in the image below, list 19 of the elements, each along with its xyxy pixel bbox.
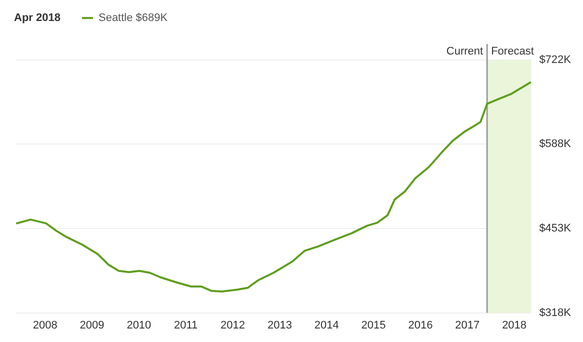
y-tick-label: $722K (539, 54, 572, 66)
y-tick-label: $318K (539, 306, 572, 319)
chart-title: Apr 2018 (14, 12, 60, 24)
band-label: Forecast (491, 46, 534, 58)
x-tick-label: 2012 (220, 319, 246, 332)
x-tick-label: 2017 (455, 319, 480, 332)
x-tick-label: 2016 (408, 319, 433, 332)
x-tick-label: 2018 (502, 319, 527, 332)
x-tick-label: 2010 (126, 319, 152, 332)
x-tick-label: 2014 (314, 319, 339, 332)
ref-line-label: Current (446, 46, 484, 58)
x-tick-label: 2015 (361, 319, 386, 332)
x-tick-label: 2009 (80, 319, 104, 332)
legend-label: Seattle $689K (98, 12, 168, 24)
x-tick-label: 2013 (267, 319, 292, 332)
x-tick-label: 2008 (32, 319, 58, 332)
x-tick-label: 2011 (174, 319, 198, 332)
y-tick-label: $588K (539, 138, 572, 150)
y-tick-label: $453K (539, 222, 572, 234)
